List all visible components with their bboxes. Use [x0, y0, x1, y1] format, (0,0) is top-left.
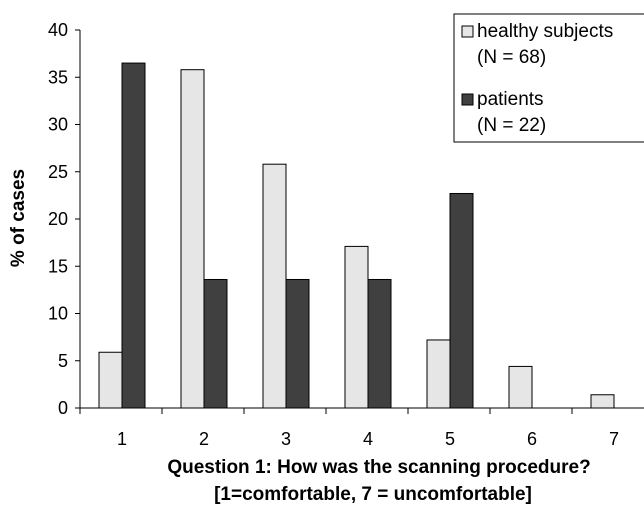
bar-healthy-5 — [426, 339, 451, 409]
bar-healthy-2 — [180, 69, 205, 409]
legend-swatch-healthy-subjects — [461, 25, 474, 38]
bar-patients-1 — [121, 62, 146, 409]
legend-label-healthy-subjects-n: (N = 68) — [477, 47, 546, 68]
y-tick-label: 25 — [48, 162, 68, 182]
x-axis-title-line1: Question 1: How was the scanning procedu… — [167, 457, 590, 478]
y-tick-label: 10 — [48, 304, 68, 324]
legend-label-patients-n: (N = 22) — [477, 115, 546, 136]
bar-patients-3 — [285, 278, 310, 409]
y-tick-label: 30 — [48, 115, 68, 135]
y-tick-label: 20 — [48, 209, 68, 229]
bars-layer — [98, 62, 615, 409]
x-axis-title-line2: [1=comfortable, 7 = uncomfortable] — [214, 484, 532, 505]
x-tick-label: 7 — [609, 429, 619, 449]
legend-swatch-patients — [461, 93, 474, 106]
x-tick-label: 4 — [363, 429, 373, 449]
legend-box — [453, 13, 644, 143]
y-tick-label: 5 — [58, 351, 68, 371]
bar-healthy-4 — [344, 245, 369, 409]
x-tick-label: 1 — [117, 429, 127, 449]
bar-healthy-6 — [508, 365, 533, 409]
y-tick-label: 35 — [48, 67, 68, 87]
legend-label-patients: patients — [477, 89, 544, 110]
legend: healthy subjects (N = 68) patients (N = … — [453, 13, 644, 143]
x-tick-label: 2 — [199, 429, 209, 449]
legend-label-healthy-subjects: healthy subjects — [477, 21, 613, 42]
x-tick-label: 5 — [445, 429, 455, 449]
y-tick-label: 15 — [48, 256, 68, 276]
ticks-layer: 0 5 10 15 20 25 30 35 40 1 2 3 4 5 6 7 — [48, 20, 619, 449]
bar-patients-4 — [367, 278, 392, 409]
x-tick-label: 3 — [281, 429, 291, 449]
bar-healthy-7 — [590, 394, 615, 409]
y-axis-title: % of cases — [8, 169, 29, 267]
y-tick-label: 40 — [48, 20, 68, 40]
bar-healthy-3 — [262, 163, 287, 409]
bar-healthy-1 — [98, 351, 123, 409]
bar-patients-2 — [203, 278, 228, 409]
x-tick-label: 6 — [527, 429, 537, 449]
bar-patients-5 — [449, 192, 474, 409]
y-tick-label: 0 — [58, 398, 68, 418]
